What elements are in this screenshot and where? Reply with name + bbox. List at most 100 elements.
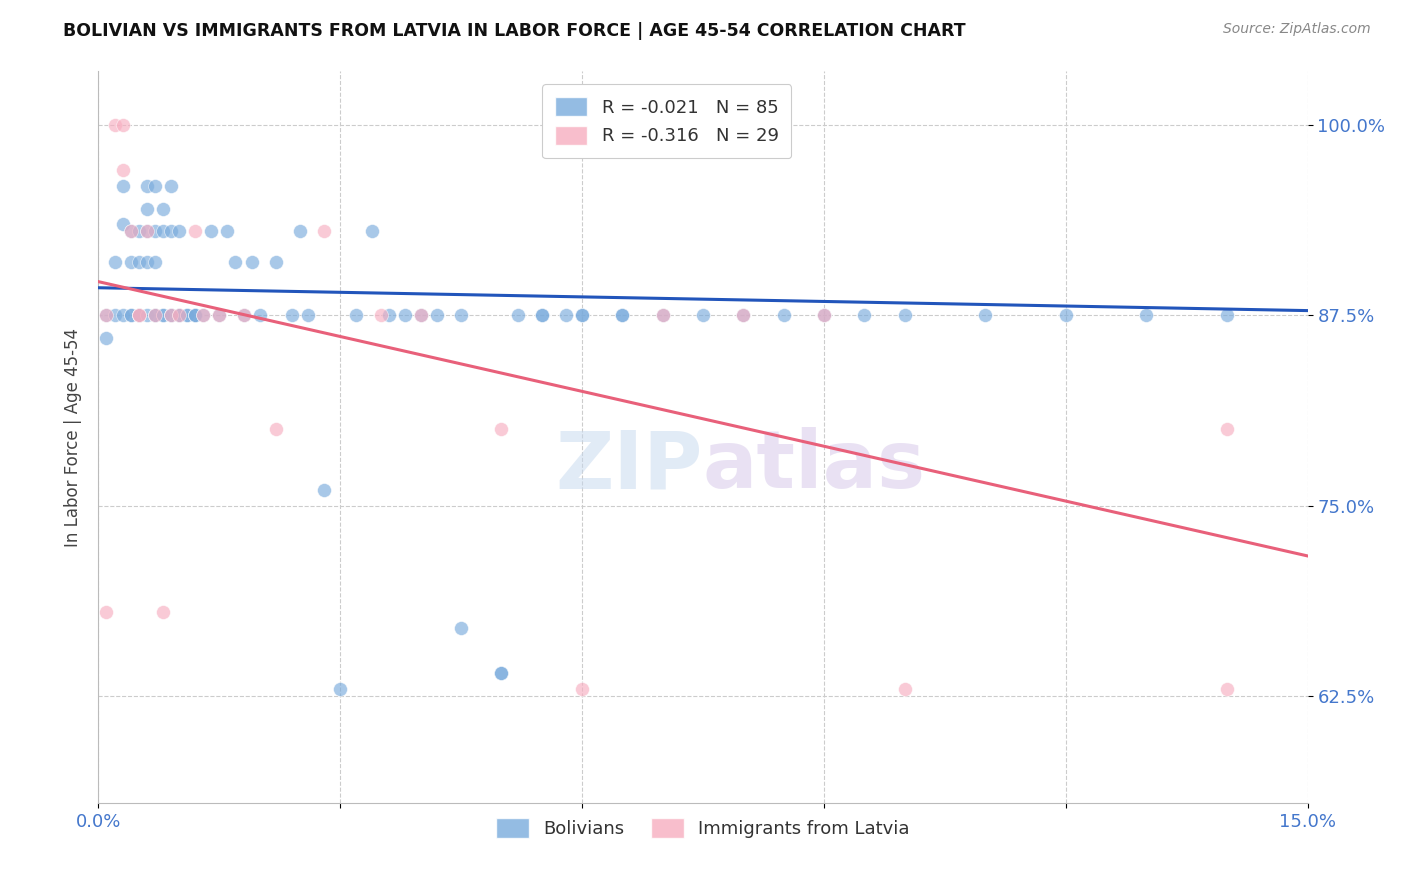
Point [555,308,578,322]
Point [128,255,150,269]
Point [143,308,166,322]
Text: ZIP: ZIP [555,427,703,506]
Text: atlas: atlas [703,427,927,506]
Point [143,224,166,238]
Point [128,308,150,322]
Point [135,308,157,322]
Point [1216,422,1239,436]
Point [120,224,142,238]
Point [370,308,392,322]
Point [160,178,183,193]
Point [377,308,399,322]
Point [314,224,336,238]
Point [208,308,231,322]
Point [184,308,207,322]
Point [240,255,263,269]
Point [450,621,472,635]
Point [232,308,254,322]
Point [733,308,755,322]
Point [853,308,876,322]
Point [96,605,118,619]
Point [120,308,142,322]
Point [893,681,915,696]
Point [329,681,352,696]
Point [96,308,118,322]
Point [813,308,835,322]
Point [103,308,125,322]
Point [772,308,794,322]
Point [491,422,513,436]
Point [571,308,593,322]
Point [651,308,673,322]
Point [530,308,553,322]
Point [135,224,157,238]
Point [184,308,207,322]
Point [96,308,118,322]
Point [152,308,174,322]
Point [152,308,174,322]
Point [450,308,472,322]
Point [733,308,755,322]
Point [208,308,231,322]
Point [167,308,190,322]
Point [974,308,997,322]
Point [143,308,166,322]
Point [394,308,416,322]
Point [409,308,432,322]
Point [184,224,207,238]
Point [128,308,150,322]
Point [184,308,207,322]
Point [160,224,183,238]
Point [135,224,157,238]
Point [612,308,634,322]
Point [491,666,513,681]
Point [111,118,134,132]
Point [120,255,142,269]
Point [530,308,553,322]
Point [264,422,287,436]
Point [264,255,287,269]
Point [167,224,190,238]
Point [692,308,714,322]
Y-axis label: In Labor Force | Age 45-54: In Labor Force | Age 45-54 [63,327,82,547]
Point [893,308,915,322]
Point [506,308,529,322]
Point [167,308,190,322]
Point [200,224,222,238]
Point [143,255,166,269]
Point [361,224,384,238]
Point [135,178,157,193]
Point [281,308,304,322]
Point [612,308,634,322]
Point [103,255,125,269]
Point [152,224,174,238]
Point [135,202,157,216]
Point [160,308,183,322]
Point [1054,308,1077,322]
Point [1216,681,1239,696]
Point [571,681,593,696]
Point [1216,308,1239,322]
Point [128,308,150,322]
Point [96,331,118,345]
Point [176,308,198,322]
Legend: Bolivians, Immigrants from Latvia: Bolivians, Immigrants from Latvia [489,811,917,845]
Point [224,255,246,269]
Point [111,217,134,231]
Point [193,308,215,322]
Point [135,255,157,269]
Point [111,178,134,193]
Point [128,308,150,322]
Point [813,308,835,322]
Point [167,308,190,322]
Point [193,308,215,322]
Text: Source: ZipAtlas.com: Source: ZipAtlas.com [1223,22,1371,37]
Point [249,308,271,322]
Point [160,308,183,322]
Point [571,308,593,322]
Point [103,118,125,132]
Point [160,308,183,322]
Point [409,308,432,322]
Point [1135,308,1157,322]
Point [128,308,150,322]
